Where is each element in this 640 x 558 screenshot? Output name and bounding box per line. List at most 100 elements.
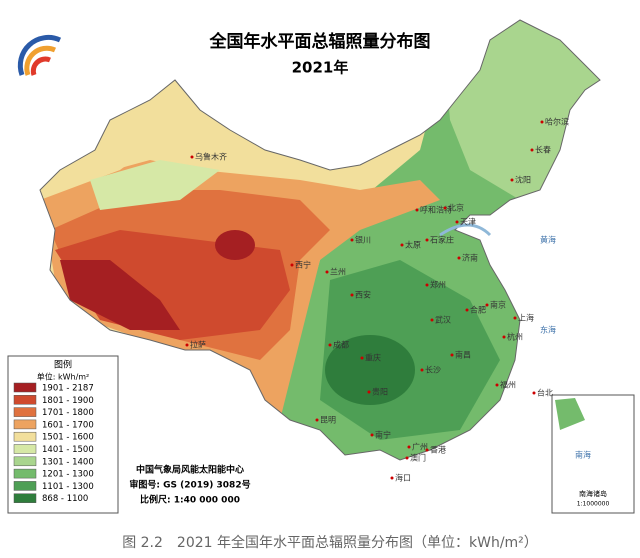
legend-title: 图例 bbox=[54, 359, 72, 371]
city-dot bbox=[510, 178, 514, 182]
caption: 图 2.2 2021 年全国年水平面总辐照量分布图（单位：kWh/m²） bbox=[122, 534, 538, 551]
city-dot bbox=[530, 148, 534, 152]
city-dot bbox=[350, 293, 354, 297]
city-label: 福州 bbox=[500, 381, 516, 390]
city-dot bbox=[502, 335, 506, 339]
city-dot bbox=[513, 316, 517, 320]
legend-label: 868 - 1100 bbox=[42, 494, 88, 504]
legend-label: 1801 - 1900 bbox=[42, 396, 94, 406]
year: 2021年 bbox=[292, 59, 349, 77]
city-dot bbox=[328, 343, 332, 347]
city-dot bbox=[540, 120, 544, 124]
city-label: 兰州 bbox=[330, 267, 346, 277]
city-label: 长沙 bbox=[425, 365, 441, 375]
city-label: 海口 bbox=[395, 473, 411, 483]
legend-swatch bbox=[13, 431, 37, 442]
city-label: 乌鲁木齐 bbox=[195, 152, 227, 162]
legend-unit: 单位: kWh/m² bbox=[37, 372, 90, 382]
legend-swatch bbox=[13, 419, 37, 430]
city-dot bbox=[407, 445, 411, 449]
city-label: 南昌 bbox=[455, 350, 471, 360]
credit: 比例尺: 1:40 000 000 bbox=[140, 494, 240, 506]
city-dot bbox=[425, 448, 429, 452]
legend-swatch bbox=[13, 493, 37, 503]
logo bbox=[17, 34, 62, 76]
city-label: 贵阳 bbox=[372, 387, 388, 397]
city-label: 广州 bbox=[412, 442, 428, 452]
city-dot bbox=[495, 383, 499, 387]
legend-label: 1401 - 1500 bbox=[42, 445, 94, 455]
city-label: 杭州 bbox=[507, 332, 523, 342]
legend-label: 1101 - 1300 bbox=[42, 482, 94, 492]
city-dot bbox=[370, 433, 374, 437]
city-label: 合肥 bbox=[470, 305, 486, 315]
city-label: 沈阳 bbox=[515, 175, 531, 185]
city-dot bbox=[430, 318, 434, 322]
city-label: 香港 bbox=[430, 445, 446, 455]
city-dot bbox=[425, 238, 429, 242]
city-label: 南京 bbox=[490, 300, 506, 310]
legend-swatch bbox=[13, 407, 37, 417]
city-label: 济南 bbox=[462, 253, 478, 263]
credit: 中国气象局风能太阳能中心 bbox=[136, 464, 244, 476]
legend-swatch bbox=[13, 468, 37, 479]
city-label: 拉萨 bbox=[190, 340, 206, 350]
city-dot bbox=[290, 263, 294, 267]
inset-title: 南海诸岛 bbox=[579, 489, 607, 498]
legend-label: 1201 - 1300 bbox=[42, 470, 94, 480]
city-dot bbox=[420, 368, 424, 372]
title: 全国年水平面总辐照量分布图 bbox=[209, 31, 431, 52]
city-label: 重庆 bbox=[365, 353, 381, 363]
sea-label: 南海 bbox=[575, 450, 591, 460]
city-label: 石家庄 bbox=[430, 235, 454, 245]
city-label: 银川 bbox=[355, 235, 371, 245]
city-dot bbox=[450, 353, 454, 357]
city-label: 长春 bbox=[535, 145, 551, 155]
city-label: 台北 bbox=[537, 388, 553, 398]
city-label: 郑州 bbox=[430, 280, 446, 290]
city-dot bbox=[400, 243, 404, 247]
inset-scale: 1:1000000 bbox=[577, 501, 610, 508]
city-dot bbox=[367, 390, 371, 394]
legend-swatch bbox=[13, 395, 37, 405]
city-label: 澳门 bbox=[410, 453, 426, 463]
legend-swatch bbox=[13, 382, 37, 393]
credit: 审图号: GS (2019) 3082号 bbox=[129, 479, 250, 491]
legend-swatch bbox=[13, 444, 37, 454]
legend-label: 1901 - 2187 bbox=[42, 384, 94, 394]
city-label: 南宁 bbox=[375, 430, 391, 440]
city-label: 成都 bbox=[333, 340, 349, 350]
city-dot bbox=[532, 391, 536, 395]
city-label: 天津 bbox=[460, 217, 476, 227]
city-dot bbox=[350, 238, 354, 242]
city-dot bbox=[325, 270, 329, 274]
city-label: 上海 bbox=[518, 313, 534, 323]
city-label: 北京 bbox=[448, 203, 464, 213]
city-label: 武汉 bbox=[435, 315, 451, 325]
city-dot bbox=[360, 356, 364, 360]
city-dot bbox=[465, 308, 469, 312]
legend-label: 1301 - 1400 bbox=[42, 457, 94, 467]
city-dot bbox=[315, 418, 319, 422]
city-label: 呼和浩特 bbox=[420, 205, 452, 215]
city-label: 太原 bbox=[405, 240, 421, 250]
city-dot bbox=[390, 476, 394, 480]
legend-label: 1601 - 1700 bbox=[42, 420, 94, 430]
sea-label: 黄海 bbox=[540, 235, 556, 245]
legend-swatch bbox=[13, 481, 37, 491]
city-label: 昆明 bbox=[320, 416, 336, 425]
legend-label: 1501 - 1600 bbox=[42, 433, 94, 443]
city-dot bbox=[190, 155, 194, 159]
inset-land bbox=[555, 398, 585, 430]
city-dot bbox=[425, 283, 429, 287]
city-dot bbox=[185, 343, 189, 347]
legend-label: 1701 - 1800 bbox=[42, 408, 94, 418]
sea-label: 东海 bbox=[540, 325, 556, 335]
legend-swatch bbox=[13, 456, 37, 467]
city-dot bbox=[457, 256, 461, 260]
city-label: 西安 bbox=[355, 290, 371, 300]
city-dot bbox=[405, 456, 409, 460]
bohai bbox=[439, 223, 492, 237]
city-dot bbox=[455, 220, 459, 224]
